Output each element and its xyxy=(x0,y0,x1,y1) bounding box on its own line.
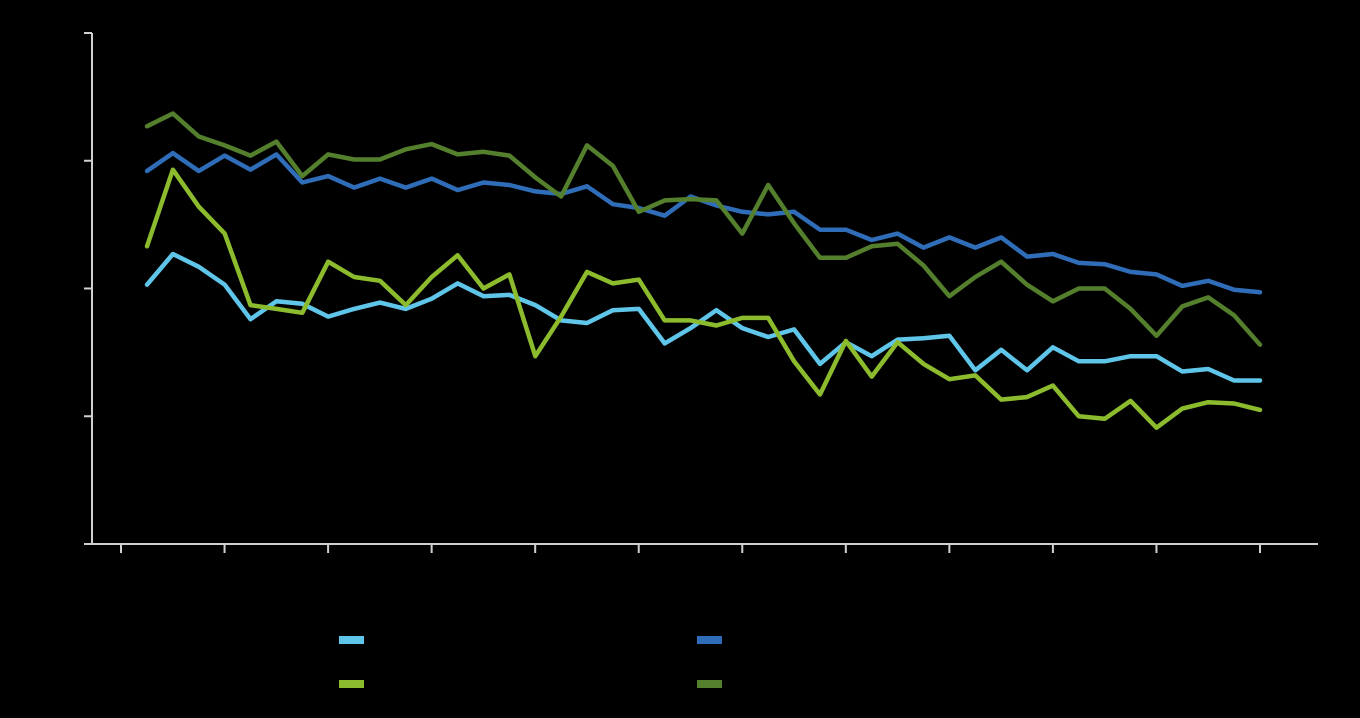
legend-swatch-light-blue xyxy=(339,636,364,644)
legend-swatch-dark-green xyxy=(697,680,722,688)
series-line-lime-green xyxy=(144,167,1263,430)
legend-swatch-dark-blue xyxy=(697,636,722,644)
series-line-dark-green xyxy=(144,111,1263,347)
series-lines xyxy=(144,111,1263,430)
legend-swatch-lime-green xyxy=(339,680,364,688)
axes xyxy=(84,32,1318,553)
legend xyxy=(339,636,722,688)
series-line-light-blue xyxy=(144,251,1263,383)
